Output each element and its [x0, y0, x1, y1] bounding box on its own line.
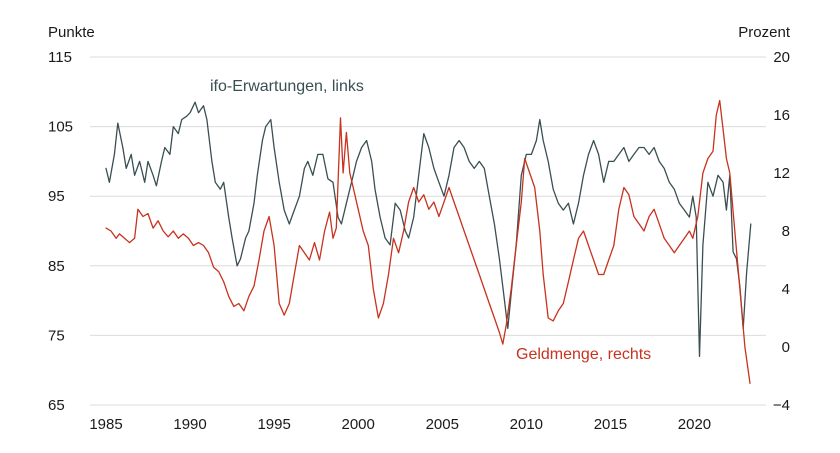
right-tick-label: 4	[782, 281, 790, 298]
x-tick-label: 1990	[173, 416, 206, 433]
right-axis-ticks: −4 0 4 8 12 16 20	[773, 49, 790, 414]
ifo-series-label: ifo-Erwartungen, links	[210, 78, 364, 95]
x-tick-label: 2015	[594, 416, 627, 433]
ifo-expectations-line	[105, 101, 752, 357]
left-tick-label: 115	[48, 49, 72, 66]
gridlines	[90, 56, 766, 406]
left-axis-title: Punkte	[48, 24, 95, 41]
x-tick-label: 2000	[342, 416, 375, 433]
right-tick-label: 0	[782, 339, 790, 356]
left-tick-label: 65	[48, 397, 65, 414]
left-tick-label: 85	[48, 258, 65, 275]
right-tick-label: 20	[773, 49, 790, 66]
right-tick-label: 8	[782, 223, 790, 240]
x-axis-ticks: 1985 1990 1995 2000 2005 2010 2015 2020	[89, 416, 711, 433]
money-supply-series-label: Geldmenge, rechts	[516, 346, 651, 363]
right-axis-title: Prozent	[738, 24, 791, 41]
x-tick-label: 2010	[510, 416, 543, 433]
left-tick-label: 105	[48, 119, 73, 136]
x-tick-label: 1985	[89, 416, 122, 433]
money-supply-line	[105, 99, 751, 384]
x-tick-label: 2005	[426, 416, 459, 433]
right-tick-label: 12	[773, 165, 790, 182]
x-tick-label: 1995	[257, 416, 290, 433]
right-tick-label: 16	[773, 107, 790, 124]
left-axis-ticks: 65 75 85 95 105 115	[48, 49, 73, 414]
x-tick-label: 2020	[678, 416, 711, 433]
left-tick-label: 75	[48, 327, 65, 344]
left-tick-label: 95	[48, 188, 65, 205]
right-tick-label: −4	[773, 397, 790, 414]
